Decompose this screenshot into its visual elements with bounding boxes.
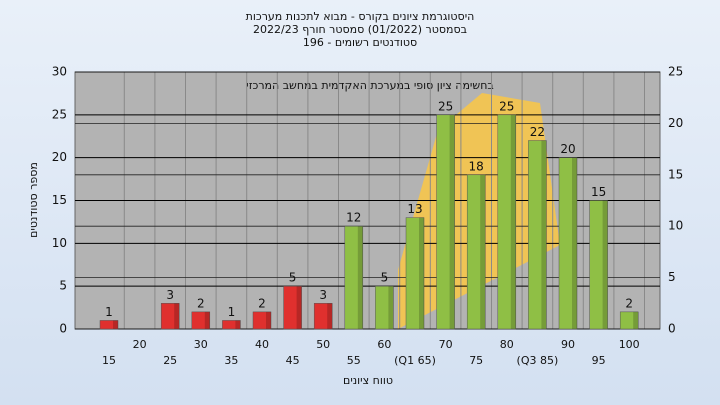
bar-shade bbox=[419, 217, 424, 329]
y-tick-label: 15 bbox=[52, 193, 67, 207]
data-label: 2 bbox=[197, 296, 205, 310]
bar-shade bbox=[266, 311, 271, 329]
bar bbox=[252, 311, 272, 330]
x-axis-label: טווח ציונים bbox=[343, 374, 393, 387]
data-label: 1 bbox=[228, 305, 236, 319]
y-tick-label: 30 bbox=[52, 65, 67, 79]
x-tick-label: 80 bbox=[500, 338, 514, 351]
data-label: 20 bbox=[560, 142, 575, 156]
y-tick-label: 10 bbox=[52, 236, 67, 250]
y2-tick-label: 5 bbox=[668, 270, 676, 284]
bar bbox=[344, 225, 364, 330]
bar bbox=[191, 311, 211, 330]
chart-subtitle: בסמסטר (01/2022) סמסטר חורף 2022/23 bbox=[253, 23, 467, 36]
x-tick-label: 40 bbox=[255, 338, 269, 351]
bar-shade bbox=[204, 311, 210, 329]
bar-shade bbox=[480, 174, 486, 329]
data-label: 18 bbox=[469, 159, 484, 173]
data-label: 25 bbox=[499, 99, 514, 113]
x-tick-label: 45 bbox=[286, 354, 300, 367]
bar bbox=[99, 320, 119, 330]
x-tick-label: 30 bbox=[194, 338, 208, 351]
bar bbox=[436, 114, 455, 330]
bar-shade bbox=[174, 303, 180, 329]
bar-shade bbox=[327, 303, 333, 329]
data-label: 2 bbox=[258, 296, 266, 310]
y2-tick-label: 10 bbox=[668, 219, 683, 233]
bar-shade bbox=[602, 200, 608, 329]
data-label: 22 bbox=[530, 125, 545, 139]
x-tick-label: 100 bbox=[619, 338, 640, 351]
x-tick-label: 95 bbox=[592, 354, 606, 367]
bar-shade bbox=[510, 114, 516, 329]
data-label: 12 bbox=[346, 211, 361, 225]
bar-shade bbox=[113, 320, 118, 329]
data-label: 15 bbox=[591, 185, 606, 199]
bar bbox=[497, 114, 517, 330]
bar bbox=[558, 157, 578, 330]
data-label: 25 bbox=[438, 99, 453, 113]
bar bbox=[283, 285, 302, 330]
bar bbox=[375, 285, 394, 330]
data-label: 13 bbox=[407, 202, 422, 216]
bar bbox=[405, 217, 425, 330]
data-label: 1 bbox=[105, 305, 113, 319]
y2-tick-label: 20 bbox=[668, 116, 683, 130]
data-label: 5 bbox=[381, 271, 389, 285]
y2-tick-label: 15 bbox=[668, 167, 683, 181]
chart-subtitle: סטודנטים רשומים - 196 bbox=[303, 36, 417, 49]
bar bbox=[528, 140, 547, 330]
y-tick-label: 20 bbox=[52, 150, 67, 164]
x-tick-label: 50 bbox=[316, 338, 330, 351]
y2-tick-label: 25 bbox=[668, 65, 683, 79]
x-tick-label: 55 bbox=[347, 354, 361, 367]
bar-shade bbox=[541, 140, 547, 329]
y-axis-label: מספר סטודנטים bbox=[27, 162, 40, 238]
x-tick-label: 90 bbox=[561, 338, 575, 351]
bar-shade bbox=[633, 311, 639, 329]
bar bbox=[313, 303, 333, 330]
bar bbox=[222, 320, 241, 330]
bar bbox=[466, 174, 486, 330]
y-tick-label: 5 bbox=[59, 279, 67, 293]
x-tick-label: 35 bbox=[224, 354, 238, 367]
bar-shade bbox=[388, 286, 394, 329]
bar-shade bbox=[235, 320, 241, 329]
chart-title: היסטוגרמת ציונים בקורס - מבוא לתכנות מער… bbox=[246, 10, 475, 23]
x-tick-label: 70 bbox=[439, 338, 453, 351]
y-tick-label: 0 bbox=[59, 322, 67, 336]
x-tick-label: (Q3 85) bbox=[517, 354, 559, 367]
x-tick-label: 20 bbox=[133, 338, 147, 351]
x-tick-label: (Q1 65) bbox=[394, 354, 436, 367]
y-tick-label: 25 bbox=[52, 107, 67, 121]
y2-tick-label: 0 bbox=[668, 322, 676, 336]
x-tick-label: 15 bbox=[102, 354, 116, 367]
data-label: 2 bbox=[625, 296, 633, 310]
x-tick-label: 60 bbox=[377, 338, 391, 351]
bar-shade bbox=[296, 286, 302, 329]
bar-shade bbox=[449, 114, 455, 329]
annotation: בחשימה ציון סופי במערכת האקדמית במחשב המ… bbox=[246, 79, 493, 92]
data-label: 3 bbox=[319, 288, 327, 302]
bar bbox=[160, 303, 180, 330]
bar bbox=[619, 311, 639, 330]
x-tick-label: 75 bbox=[469, 354, 483, 367]
bar-shade bbox=[357, 226, 363, 329]
data-label: 5 bbox=[289, 271, 297, 285]
bar bbox=[589, 200, 608, 330]
data-label: 3 bbox=[166, 288, 174, 302]
bar-shade bbox=[572, 157, 577, 329]
x-tick-label: 25 bbox=[163, 354, 177, 367]
